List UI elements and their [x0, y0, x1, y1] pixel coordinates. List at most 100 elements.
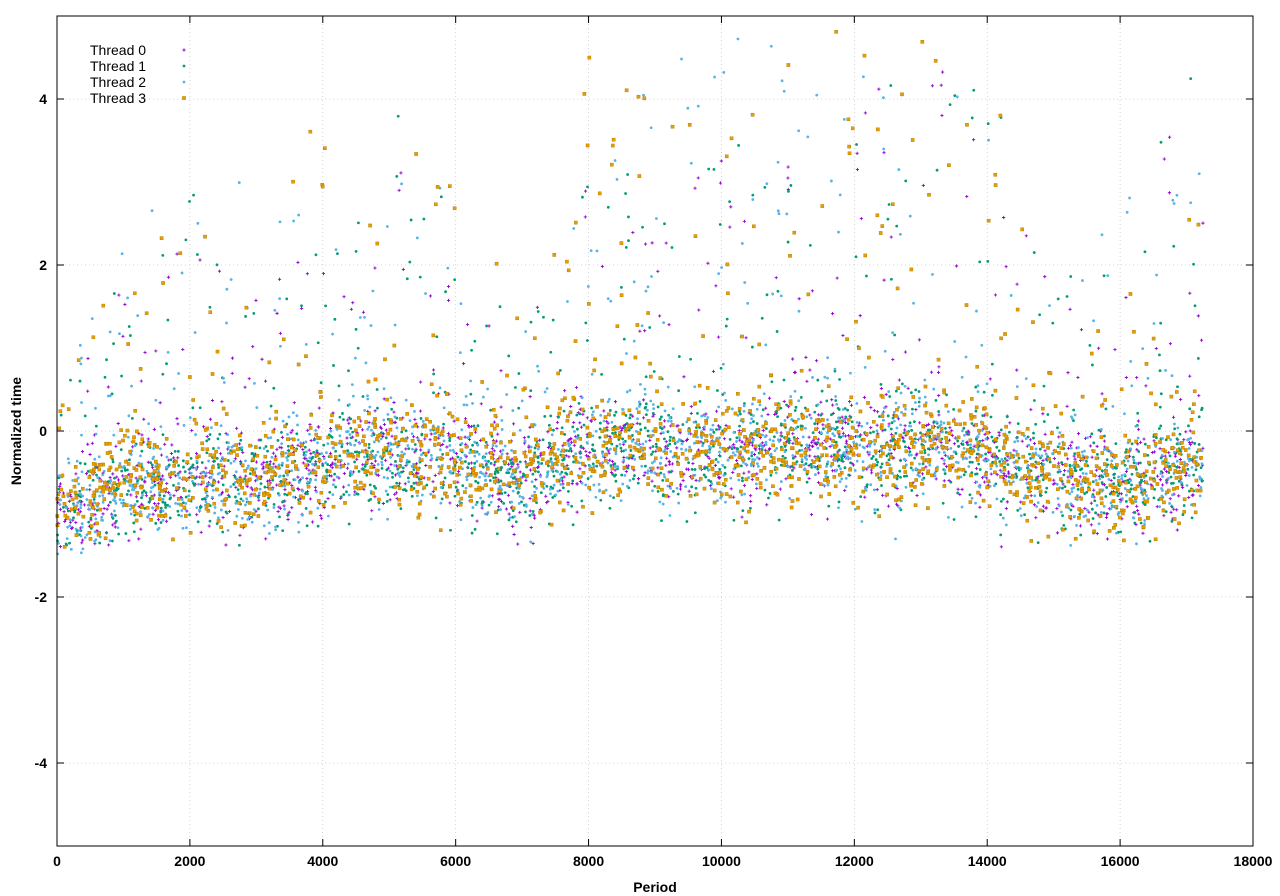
data-point: [843, 421, 848, 425]
data-point: [646, 285, 650, 289]
data-point: [889, 84, 893, 87]
data-point: [444, 290, 447, 294]
data-point: [719, 366, 723, 370]
data-point: [297, 530, 301, 534]
data-point: [400, 454, 405, 458]
data-point: [376, 473, 381, 477]
data-point: [642, 446, 646, 451]
data-point: [493, 470, 497, 474]
data-point: [806, 135, 810, 139]
data-point: [746, 301, 750, 305]
data-point: [679, 474, 684, 478]
data-point: [430, 457, 434, 460]
data-point: [970, 422, 974, 425]
data-point: [168, 516, 172, 520]
data-point: [670, 246, 674, 249]
data-point: [172, 494, 176, 498]
data-point: [464, 394, 468, 398]
data-point: [853, 469, 857, 472]
data-point: [651, 414, 655, 418]
data-point: [666, 430, 670, 434]
data-point: [1069, 502, 1073, 506]
data-point: [807, 476, 811, 481]
data-point: [443, 491, 447, 496]
data-point: [1069, 508, 1073, 512]
data-point: [80, 433, 83, 437]
data-point: [915, 452, 919, 456]
data-point: [931, 438, 935, 442]
data-point: [208, 453, 213, 457]
data-point: [1086, 436, 1089, 440]
data-point: [570, 482, 574, 486]
data-point: [272, 386, 276, 390]
data-point: [517, 502, 521, 505]
data-point: [227, 441, 230, 445]
data-point: [127, 325, 131, 328]
data-point: [775, 446, 779, 450]
data-point: [1197, 394, 1201, 398]
data-point: [198, 258, 202, 262]
data-point: [946, 410, 950, 414]
data-point: [292, 401, 296, 405]
data-point: [559, 477, 563, 481]
data-point: [511, 524, 515, 528]
data-point: [520, 500, 523, 504]
data-point: [389, 455, 392, 459]
data-point: [332, 446, 335, 450]
data-point: [180, 514, 183, 518]
data-point: [610, 459, 615, 464]
data-point: [132, 488, 136, 492]
data-point: [564, 471, 568, 475]
data-point: [638, 422, 642, 426]
data-point: [448, 436, 452, 440]
data-point: [125, 493, 129, 496]
data-point: [730, 407, 734, 411]
data-point: [1136, 436, 1140, 440]
data-point: [646, 476, 651, 480]
data-point: [590, 413, 594, 417]
data-point: [915, 493, 919, 498]
data-point: [946, 455, 950, 459]
data-point: [728, 437, 732, 441]
data-point: [833, 369, 837, 373]
data-point: [977, 462, 981, 466]
data-point: [813, 455, 817, 459]
data-point: [564, 454, 568, 458]
data-point: [1099, 427, 1103, 431]
data-point: [569, 440, 574, 444]
data-point: [102, 497, 107, 501]
data-point: [782, 463, 786, 468]
data-point: [111, 460, 115, 464]
data-point: [969, 473, 973, 478]
data-point: [805, 469, 810, 474]
data-point: [658, 417, 662, 421]
data-point: [702, 427, 706, 431]
data-point: [335, 427, 339, 431]
data-point: [159, 425, 163, 429]
data-point: [351, 301, 355, 305]
data-point: [974, 444, 979, 449]
data-point: [989, 463, 994, 467]
data-point: [826, 356, 830, 360]
data-point: [501, 482, 506, 487]
data-point: [546, 430, 550, 434]
data-point: [846, 422, 850, 426]
data-point: [1201, 221, 1205, 225]
data-point: [855, 420, 859, 424]
data-point: [316, 506, 320, 510]
data-point: [749, 494, 753, 498]
data-point: [72, 503, 76, 507]
data-point: [357, 470, 361, 473]
data-point: [843, 466, 847, 470]
data-point: [876, 410, 880, 414]
data-point: [240, 516, 244, 520]
data-point: [619, 361, 624, 366]
data-point: [136, 314, 140, 318]
data-point: [1081, 454, 1085, 458]
data-point: [722, 437, 726, 441]
data-point: [714, 409, 719, 413]
data-point: [970, 460, 974, 464]
data-point: [198, 406, 202, 410]
data-point: [741, 509, 745, 513]
data-point: [875, 429, 879, 433]
